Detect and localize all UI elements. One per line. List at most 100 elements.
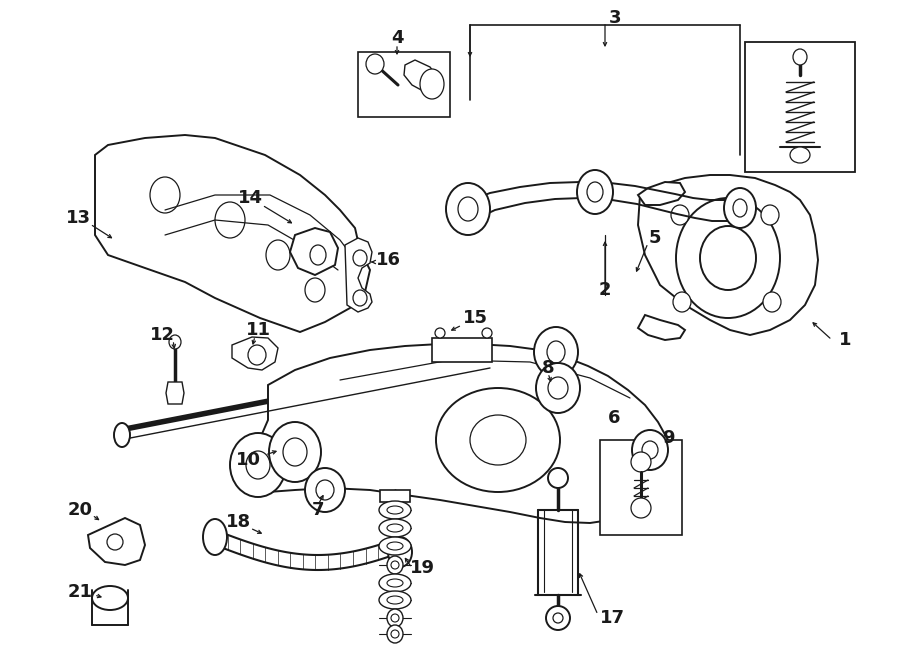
Ellipse shape xyxy=(246,451,270,479)
Ellipse shape xyxy=(230,433,286,497)
Ellipse shape xyxy=(169,335,181,349)
Polygon shape xyxy=(638,175,818,335)
Text: 15: 15 xyxy=(463,309,488,327)
Text: 6: 6 xyxy=(608,409,620,427)
Ellipse shape xyxy=(534,327,578,377)
Ellipse shape xyxy=(763,292,781,312)
Ellipse shape xyxy=(283,438,307,466)
Text: 18: 18 xyxy=(225,513,250,531)
Ellipse shape xyxy=(470,415,526,465)
Ellipse shape xyxy=(387,556,403,574)
Ellipse shape xyxy=(387,609,403,627)
Ellipse shape xyxy=(107,534,123,550)
Text: 4: 4 xyxy=(391,29,403,47)
Text: 16: 16 xyxy=(375,251,401,269)
Ellipse shape xyxy=(379,501,411,519)
Polygon shape xyxy=(232,337,278,370)
Ellipse shape xyxy=(203,519,227,555)
Text: 2: 2 xyxy=(598,281,611,299)
Text: 8: 8 xyxy=(542,359,554,377)
Bar xyxy=(358,52,450,117)
Ellipse shape xyxy=(671,205,689,225)
Ellipse shape xyxy=(420,69,444,99)
Polygon shape xyxy=(95,135,370,332)
Ellipse shape xyxy=(642,441,658,459)
Polygon shape xyxy=(638,182,685,205)
Text: 10: 10 xyxy=(236,451,260,469)
Bar xyxy=(745,42,855,172)
Ellipse shape xyxy=(446,183,490,235)
Polygon shape xyxy=(638,315,685,340)
Text: 9: 9 xyxy=(662,429,674,447)
Polygon shape xyxy=(88,518,145,565)
Ellipse shape xyxy=(387,506,403,514)
Ellipse shape xyxy=(553,613,563,623)
Ellipse shape xyxy=(316,480,334,500)
Bar xyxy=(600,440,682,535)
Text: 20: 20 xyxy=(68,501,93,519)
Ellipse shape xyxy=(387,542,403,550)
Polygon shape xyxy=(345,238,372,312)
Text: 3: 3 xyxy=(608,9,621,27)
Ellipse shape xyxy=(632,430,668,470)
Polygon shape xyxy=(404,60,440,92)
Text: 1: 1 xyxy=(839,331,851,349)
Text: 14: 14 xyxy=(238,189,263,207)
Polygon shape xyxy=(290,228,338,275)
Ellipse shape xyxy=(215,202,245,238)
Ellipse shape xyxy=(305,468,345,512)
Ellipse shape xyxy=(724,188,756,228)
Ellipse shape xyxy=(366,54,384,74)
Ellipse shape xyxy=(761,205,779,225)
Ellipse shape xyxy=(379,519,411,537)
Ellipse shape xyxy=(700,226,756,290)
Ellipse shape xyxy=(793,49,807,65)
Ellipse shape xyxy=(587,182,603,202)
Ellipse shape xyxy=(631,498,651,518)
Ellipse shape xyxy=(548,468,568,488)
Ellipse shape xyxy=(458,197,478,221)
Ellipse shape xyxy=(387,596,403,604)
Ellipse shape xyxy=(269,422,321,482)
Ellipse shape xyxy=(379,591,411,609)
Ellipse shape xyxy=(92,586,128,610)
Ellipse shape xyxy=(790,147,810,163)
Ellipse shape xyxy=(436,388,560,492)
Ellipse shape xyxy=(353,250,367,266)
Ellipse shape xyxy=(673,292,691,312)
Polygon shape xyxy=(166,382,184,404)
Ellipse shape xyxy=(676,198,780,318)
Ellipse shape xyxy=(114,423,130,447)
Ellipse shape xyxy=(391,561,399,569)
Text: 13: 13 xyxy=(66,209,91,227)
Ellipse shape xyxy=(387,579,403,587)
Text: 12: 12 xyxy=(149,326,175,344)
Ellipse shape xyxy=(733,199,747,217)
Ellipse shape xyxy=(391,630,399,638)
Text: 11: 11 xyxy=(246,321,271,339)
Ellipse shape xyxy=(435,328,445,338)
Text: 7: 7 xyxy=(311,501,324,519)
Ellipse shape xyxy=(387,524,403,532)
Ellipse shape xyxy=(379,537,411,555)
Ellipse shape xyxy=(387,625,403,643)
Ellipse shape xyxy=(310,245,326,265)
Ellipse shape xyxy=(631,452,651,472)
Ellipse shape xyxy=(150,177,180,213)
Text: 5: 5 xyxy=(649,229,662,247)
Ellipse shape xyxy=(536,363,580,413)
Ellipse shape xyxy=(353,290,367,306)
Ellipse shape xyxy=(248,345,266,365)
Ellipse shape xyxy=(546,606,570,630)
Ellipse shape xyxy=(388,537,412,567)
Ellipse shape xyxy=(305,278,325,302)
Ellipse shape xyxy=(548,377,568,399)
Text: 21: 21 xyxy=(68,583,93,601)
Ellipse shape xyxy=(266,240,290,270)
Bar xyxy=(380,490,410,502)
Text: 19: 19 xyxy=(410,559,435,577)
Polygon shape xyxy=(250,344,672,523)
Ellipse shape xyxy=(547,341,565,363)
Text: 17: 17 xyxy=(599,609,625,627)
Ellipse shape xyxy=(391,614,399,622)
